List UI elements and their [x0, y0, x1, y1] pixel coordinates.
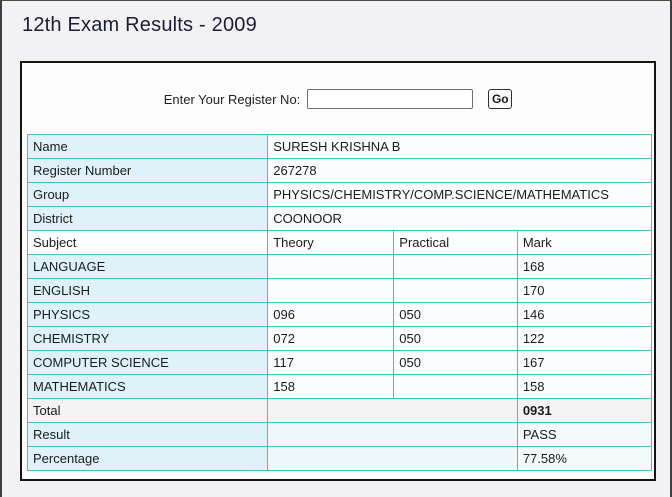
- register-number-value: 267278: [267, 158, 652, 183]
- subject-name: PHYSICS: [26, 302, 269, 327]
- go-button[interactable]: Go: [488, 89, 513, 109]
- district-value: COONOOR: [267, 206, 652, 231]
- district-label: District: [26, 206, 269, 231]
- register-number-label: Register Number: [26, 158, 269, 183]
- subject-row-computer-science: COMPUTER SCIENCE 117 050 167: [26, 350, 653, 375]
- theory-mark: [267, 254, 395, 279]
- total-mark: 122: [516, 326, 653, 351]
- total-value: 0931: [516, 398, 653, 423]
- practical-mark: [393, 374, 518, 399]
- subject-name: LANGUAGE: [26, 254, 269, 279]
- summary-row-percentage: Percentage 77.58%: [26, 446, 653, 471]
- results-panel: Enter Your Register No: Go Name SURESH K…: [20, 61, 656, 481]
- practical-mark: 050: [393, 326, 518, 351]
- practical-mark: [393, 278, 518, 303]
- subject-row-language: LANGUAGE 168: [26, 254, 653, 279]
- info-row-register-number: Register Number 267278: [26, 158, 652, 183]
- total-mark: 158: [516, 374, 653, 399]
- practical-mark: 050: [393, 350, 518, 375]
- name-label: Name: [26, 134, 269, 159]
- total-spacer: [267, 398, 518, 423]
- theory-mark: [267, 278, 395, 303]
- total-mark: 170: [516, 278, 653, 303]
- result-label: Result: [26, 422, 269, 447]
- info-row-name: Name SURESH KRISHNA B: [26, 134, 652, 159]
- register-search-form: Enter Your Register No: Go: [22, 89, 654, 109]
- subject-name: COMPUTER SCIENCE: [26, 350, 269, 375]
- total-label: Total: [26, 398, 269, 423]
- register-no-label: Enter Your Register No:: [163, 91, 301, 107]
- subject-row-chemistry: CHEMISTRY 072 050 122: [26, 326, 653, 351]
- subject-name: ENGLISH: [26, 278, 269, 303]
- register-no-input[interactable]: [307, 89, 474, 109]
- info-row-district: District COONOOR: [26, 206, 652, 231]
- result-spacer: [267, 422, 518, 447]
- theory-mark: 096: [267, 302, 395, 327]
- page-title: 12th Exam Results - 2009: [22, 14, 257, 36]
- total-mark: 168: [516, 254, 653, 279]
- percentage-label: Percentage: [26, 446, 269, 471]
- percentage-spacer: [267, 446, 518, 471]
- percentage-value: 77.58%: [516, 446, 653, 471]
- subject-row-physics: PHYSICS 096 050 146: [26, 302, 653, 327]
- info-row-group: Group PHYSICS/CHEMISTRY/COMP.SCIENCE/MAT…: [26, 182, 652, 207]
- practical-mark: 050: [393, 302, 518, 327]
- theory-mark: 117: [267, 350, 395, 375]
- subject-row-mathematics: MATHEMATICS 158 158: [26, 374, 653, 399]
- header-subject: Subject: [26, 230, 269, 255]
- summary-row-result: Result PASS: [26, 422, 653, 447]
- result-value: PASS: [516, 422, 653, 447]
- results-table: Name SURESH KRISHNA B Register Number 26…: [26, 134, 653, 471]
- subject-row-english: ENGLISH 170: [26, 278, 653, 303]
- header-mark: Mark: [516, 230, 653, 255]
- theory-mark: 158: [267, 374, 395, 399]
- group-label: Group: [26, 182, 269, 207]
- header-theory: Theory: [267, 230, 395, 255]
- theory-mark: 072: [267, 326, 395, 351]
- practical-mark: [393, 254, 518, 279]
- summary-row-total: Total 0931: [26, 398, 653, 423]
- name-value: SURESH KRISHNA B: [267, 134, 652, 159]
- group-value: PHYSICS/CHEMISTRY/COMP.SCIENCE/MATHEMATI…: [267, 182, 652, 207]
- total-mark: 146: [516, 302, 653, 327]
- header-practical: Practical: [393, 230, 518, 255]
- marks-header-row: Subject Theory Practical Mark: [26, 230, 653, 255]
- total-mark: 167: [516, 350, 653, 375]
- subject-name: CHEMISTRY: [26, 326, 269, 351]
- subject-name: MATHEMATICS: [26, 374, 269, 399]
